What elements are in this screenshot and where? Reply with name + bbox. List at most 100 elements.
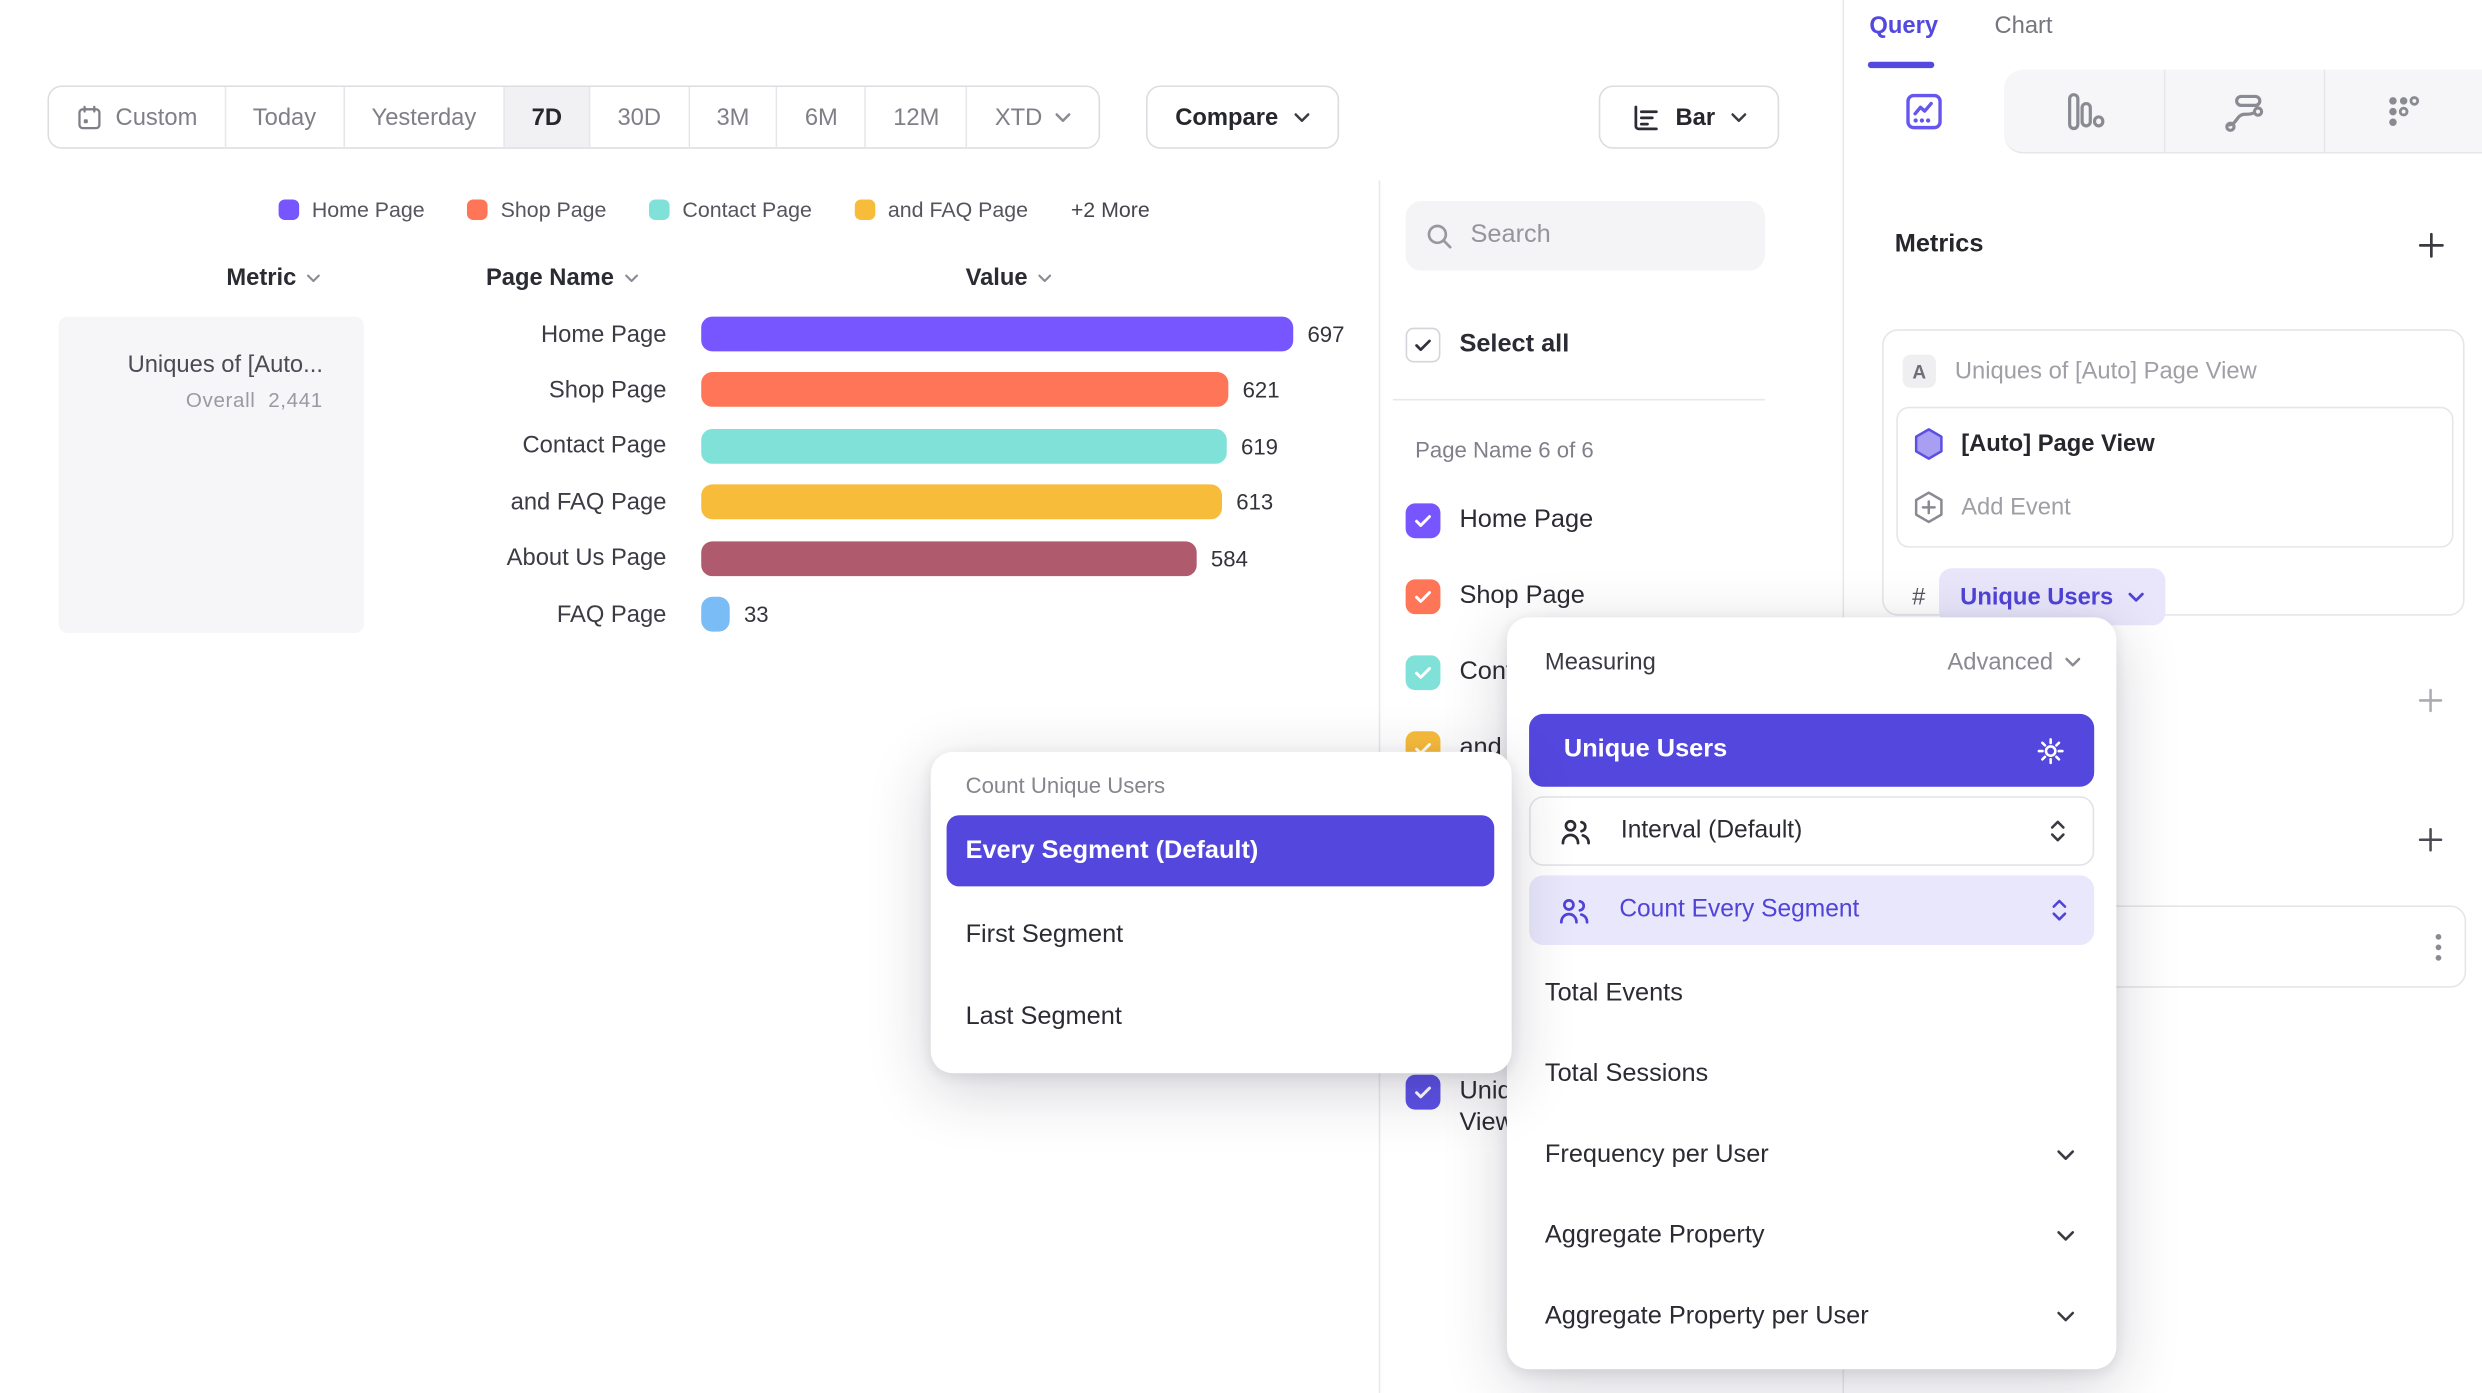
compare-button[interactable]: Compare (1146, 85, 1340, 149)
metric-overall: Overall 2,441 (185, 387, 323, 412)
date-range-yesterday[interactable]: Yesterday (344, 87, 505, 148)
measurement-selector[interactable]: Unique Users (1939, 568, 2166, 626)
option-last-segment[interactable]: Last Segment (965, 1003, 1122, 1031)
bar[interactable] (701, 372, 1229, 408)
people-icon (1559, 898, 1589, 923)
bar-category-label: and FAQ Page (510, 488, 667, 516)
chevron-down-icon (1038, 273, 1052, 282)
select-all-checkbox[interactable] (1405, 327, 1441, 363)
legend-item[interactable]: Shop Page (467, 198, 606, 222)
check-icon (1415, 667, 1431, 679)
chevron-down-icon (1293, 112, 1309, 122)
segment-mode-selector[interactable]: Count Every Segment (1529, 875, 2095, 945)
option-first-segment[interactable]: First Segment (965, 921, 1124, 949)
date-range-12m[interactable]: 12M (866, 87, 968, 148)
bar-category-label: Home Page (541, 320, 667, 348)
measuring-popup: Measuring Advanced Unique Users Interval… (1506, 617, 2117, 1370)
chevron-down-icon (2057, 1230, 2075, 1240)
date-range-today[interactable]: Today (225, 87, 345, 148)
legend-item[interactable]: and FAQ Page (854, 198, 1028, 222)
flows-icon (2225, 94, 2264, 132)
plus-icon (2418, 232, 2444, 258)
plus-icon (2418, 827, 2443, 852)
date-range-6m[interactable]: 6M (777, 87, 867, 148)
bar-row: About Us Page 584 (364, 531, 1377, 585)
event-row[interactable]: [Auto] Page View (1912, 427, 2155, 460)
chevron-down-icon (1730, 112, 1746, 122)
add-metric-button[interactable] (2417, 231, 2445, 267)
checkbox[interactable] (1405, 503, 1441, 539)
measuring-option-unique-users[interactable]: Unique Users (1529, 713, 2095, 787)
toolbar: Custom Today Yesterday 7D 30D 3M 6M 12M XTD Comp… (0, 85, 2482, 149)
filter-item-home-page[interactable]: Home Page (1405, 503, 1593, 539)
add-filter-button[interactable] (2417, 687, 2444, 722)
interval-selector[interactable]: Interval (Default) (1529, 796, 2095, 866)
legend-item[interactable]: Home Page (278, 198, 425, 222)
metric-title: Uniques of [Auto... (127, 351, 323, 379)
column-header-page-name[interactable]: Page Name (486, 264, 639, 291)
add-breakdown-button[interactable] (2417, 826, 2444, 861)
bar[interactable] (701, 316, 1294, 352)
column-header-value[interactable]: Value (966, 264, 1053, 291)
legend-item[interactable]: Contact Page (649, 198, 812, 222)
checkbox[interactable] (1405, 579, 1441, 615)
chevron-down-icon (2065, 657, 2081, 667)
column-header-metric[interactable]: Metric (226, 264, 321, 291)
chart-type-button[interactable]: Bar (1598, 85, 1780, 149)
bar[interactable] (701, 596, 730, 632)
divider (1392, 398, 1765, 401)
tab-query[interactable]: Query (1869, 12, 1939, 40)
chevron-down-icon (2057, 1310, 2075, 1321)
measuring-option-total-sessions[interactable]: Total Sessions (1544, 1059, 1709, 1087)
filter-item-shop-page[interactable]: Shop Page (1405, 579, 1585, 615)
checkbox[interactable] (1405, 655, 1441, 691)
date-range-custom[interactable]: Custom (49, 87, 226, 148)
bar-category-label: FAQ Page (556, 600, 667, 628)
date-range-3m[interactable]: 3M (689, 87, 778, 148)
advanced-toggle[interactable]: Advanced (1947, 649, 2081, 676)
tab-funnels-icon[interactable] (2004, 70, 2164, 154)
date-range-30d[interactable]: 30D (590, 87, 690, 148)
measuring-popup-title: Measuring (1544, 648, 1656, 676)
measuring-options-list: Total Events Total Sessions Frequency per … (1507, 953, 2116, 1357)
plus-icon (2418, 688, 2443, 713)
chart-legend: Home Page Shop Page Contact Page and FAQ Pa… (278, 197, 1150, 222)
bar-row: Contact Page 619 (364, 419, 1377, 473)
add-event-hexagon-icon (1914, 491, 1943, 524)
search-input[interactable] (1470, 221, 1724, 251)
date-range-xtd[interactable]: XTD (967, 87, 1100, 148)
bar-row: Home Page 697 (364, 307, 1377, 361)
event-card: [Auto] Page View Add Event (1896, 406, 2454, 548)
tab-chart[interactable]: Chart (1994, 12, 2053, 40)
date-range-group: Custom Today Yesterday 7D 30D 3M 6M 12M XTD (47, 85, 1101, 149)
tab-retention-icon[interactable] (2324, 70, 2482, 154)
bar-row: FAQ Page 33 (364, 587, 1377, 641)
tab-insights-icon[interactable] (1844, 70, 2004, 154)
bar[interactable] (701, 484, 1223, 520)
checkbox[interactable] (1405, 1074, 1441, 1110)
measuring-option-frequency-per-user[interactable]: Frequency per User (1507, 1114, 2116, 1195)
bar-category-label: Contact Page (522, 432, 667, 460)
bar-category-label: Shop Page (548, 376, 667, 404)
measuring-option-aggregate-property-per-user[interactable]: Aggregate Property per User (1507, 1276, 2116, 1357)
search-icon (1427, 223, 1452, 248)
legend-swatch (854, 199, 876, 221)
check-icon (1415, 591, 1431, 603)
metric-row-title: Uniques of [Auto] Page View (1954, 357, 2257, 385)
tab-flows-icon[interactable] (2164, 70, 2324, 154)
metric-summary-cell[interactable]: Uniques of [Auto... Overall 2,441 (58, 316, 365, 634)
gear-icon[interactable] (2036, 735, 2066, 765)
legend-more[interactable]: +2 More (1070, 197, 1150, 222)
measuring-option-aggregate-property[interactable]: Aggregate Property (1507, 1195, 2116, 1276)
kebab-menu-icon[interactable] (2435, 932, 2443, 962)
legend-swatch (649, 199, 670, 221)
bar[interactable] (701, 540, 1197, 576)
chevron-down-icon (1056, 112, 1072, 122)
option-every-segment[interactable]: Every Segment (Default) (946, 815, 1495, 887)
date-range-7d[interactable]: 7D (504, 87, 591, 148)
search-box[interactable] (1405, 201, 1765, 271)
measuring-option-total-events[interactable]: Total Events (1544, 979, 1683, 1006)
check-icon (1415, 515, 1431, 527)
add-event-row[interactable]: Add Event (1912, 491, 2071, 524)
bar[interactable] (701, 428, 1227, 464)
